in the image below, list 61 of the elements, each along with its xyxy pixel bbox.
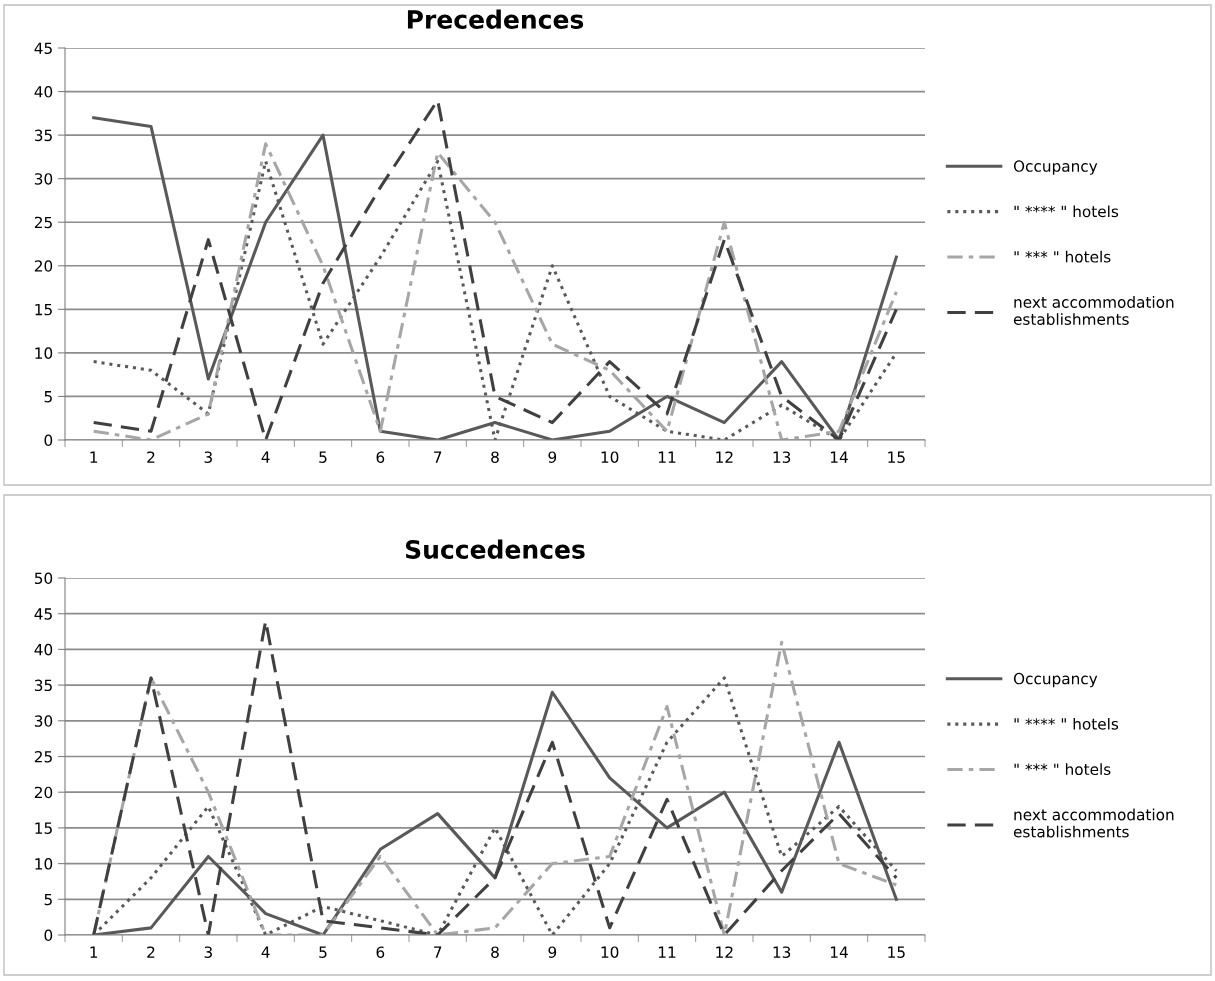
x-tick-label: 2	[147, 946, 155, 958]
x-tick-label: 8	[491, 946, 499, 958]
y-tick-label: 30	[34, 715, 53, 727]
x-tick-label: 6	[376, 946, 385, 958]
x-tick-label: 7	[434, 946, 442, 958]
y-tick-label: 0	[44, 434, 53, 447]
y-tick-label: 20	[34, 260, 53, 272]
y-tick-label: 40	[34, 643, 53, 656]
y-tick-label: 15	[35, 822, 52, 834]
x-tick-label: 15	[888, 451, 905, 463]
x-tick-label: 13	[773, 946, 791, 958]
legend-label: Occupancy	[1013, 160, 1098, 175]
y-tick-label: 50	[34, 572, 53, 585]
x-tick-label: 9	[548, 946, 557, 958]
x-tick-label: 8	[491, 451, 499, 463]
x-tick-label: 4	[261, 946, 270, 958]
chart-title: Succedences	[405, 539, 585, 559]
y-tick-label: 0	[44, 929, 53, 942]
y-tick-label: 25	[34, 750, 52, 763]
legend-label: " **** " hotels	[1014, 717, 1119, 730]
x-tick-label: 13	[773, 451, 791, 463]
x-tick-label: 3	[204, 451, 212, 463]
x-tick-label: 9	[548, 451, 557, 463]
x-tick-label: 3	[204, 946, 212, 958]
legend-label: next accommodation establishments	[1013, 296, 1174, 325]
x-tick-label: 12	[716, 451, 733, 463]
legend-label: next accommodation establishments	[1013, 808, 1174, 838]
x-tick-label: 15	[888, 946, 905, 958]
legend-label: " *** " hotels	[1014, 250, 1111, 263]
y-tick-label: 15	[35, 304, 52, 316]
y-tick-label: 20	[34, 786, 53, 799]
x-tick-label: 5	[319, 946, 327, 958]
x-tick-label: 2	[147, 451, 155, 463]
x-tick-label: 10	[601, 451, 619, 463]
y-tick-label: 35	[34, 129, 52, 142]
y-tick-label: 45	[34, 42, 52, 55]
x-tick-label: 14	[830, 451, 848, 463]
y-tick-label: 35	[34, 679, 52, 692]
x-tick-label: 11	[658, 946, 676, 958]
x-tick-label: 12	[716, 946, 733, 958]
y-tick-label: 10	[35, 347, 53, 359]
x-tick-label: 11	[658, 451, 676, 463]
legend-label: " *** " hotels	[1014, 763, 1111, 776]
x-tick-label: 7	[434, 451, 442, 463]
x-tick-label: 1	[90, 451, 98, 463]
y-tick-label: 30	[34, 173, 53, 185]
y-tick-label: 5	[44, 391, 52, 403]
x-tick-label: 6	[376, 451, 385, 463]
y-tick-label: 10	[35, 858, 53, 870]
x-tick-label: 14	[830, 946, 848, 958]
legend-label: " **** " hotels	[1014, 205, 1119, 218]
y-tick-label: 45	[34, 608, 52, 620]
x-tick-label: 4	[261, 451, 270, 463]
chart-title: Precedences	[407, 9, 584, 29]
legend-label: Occupancy	[1013, 672, 1098, 688]
y-tick-label: 5	[44, 893, 52, 906]
y-tick-label: 40	[34, 86, 53, 98]
y-tick-label: 25	[34, 216, 52, 229]
x-tick-label: 10	[601, 946, 619, 958]
x-tick-label: 1	[90, 946, 98, 958]
x-tick-label: 5	[319, 451, 327, 463]
